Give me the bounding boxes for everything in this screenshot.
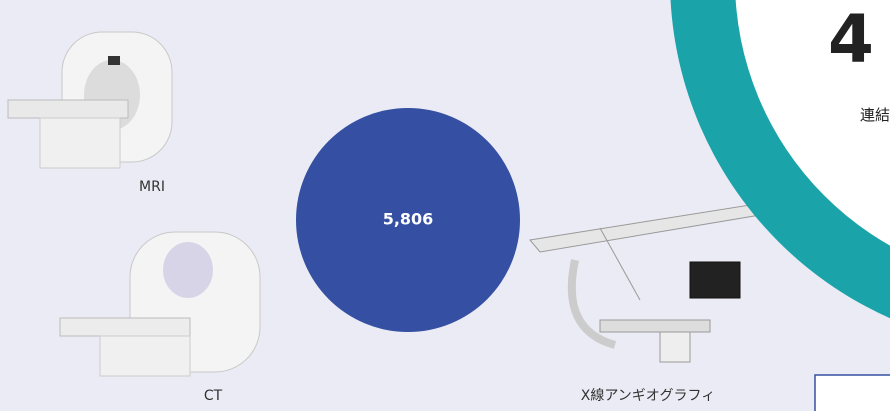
equipment-label: MRI bbox=[139, 179, 165, 195]
equipment-label: CT bbox=[204, 388, 223, 404]
highlight-inner bbox=[735, 0, 890, 246]
metric-value: 5,806 bbox=[383, 210, 434, 229]
mri-image bbox=[7, 31, 173, 169]
info-box bbox=[814, 374, 890, 411]
highlight-caption: 連結 bbox=[860, 106, 890, 124]
metric-circle bbox=[296, 108, 520, 332]
ct-image bbox=[59, 231, 261, 377]
equipment-label: X線アンギオグラフィ bbox=[581, 388, 715, 404]
highlight-number: 4 bbox=[828, 1, 874, 78]
